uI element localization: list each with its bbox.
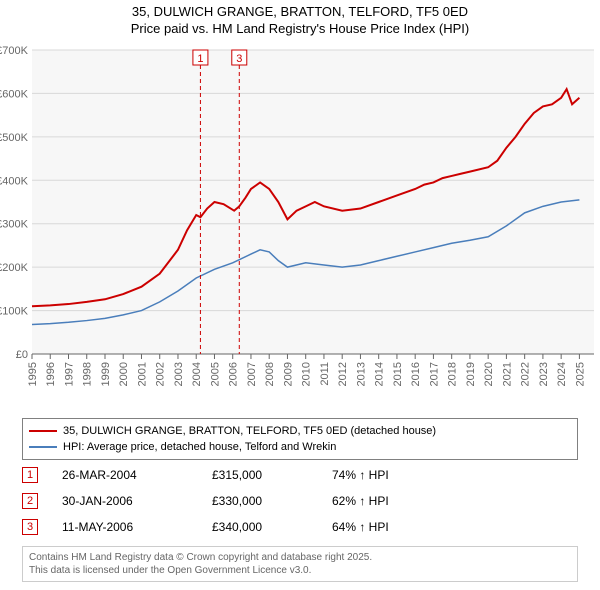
svg-text:2002: 2002 bbox=[155, 362, 167, 386]
svg-text:1996: 1996 bbox=[45, 362, 57, 386]
svg-text:2023: 2023 bbox=[538, 362, 550, 386]
svg-text:2006: 2006 bbox=[228, 362, 240, 386]
svg-text:1: 1 bbox=[197, 53, 203, 65]
attribution-line: Contains HM Land Registry data © Crown c… bbox=[29, 551, 571, 564]
svg-text:2008: 2008 bbox=[264, 362, 276, 386]
svg-text:2013: 2013 bbox=[355, 362, 367, 386]
svg-text:2012: 2012 bbox=[337, 362, 349, 386]
sale-marker: 1 bbox=[22, 467, 38, 483]
svg-text:2003: 2003 bbox=[173, 362, 185, 386]
svg-text:£100K: £100K bbox=[0, 306, 29, 318]
chart-plot: £0 £100K £200K £300K £400K £500K £600K £700K 199… bbox=[0, 44, 600, 414]
svg-text:2000: 2000 bbox=[118, 362, 130, 386]
svg-text:2001: 2001 bbox=[136, 362, 148, 386]
svg-text:3: 3 bbox=[236, 53, 242, 65]
legend-item: HPI: Average price, detached house, Telf… bbox=[29, 439, 571, 455]
sale-date: 11-MAY-2006 bbox=[62, 520, 212, 534]
sale-price: £315,000 bbox=[212, 468, 332, 482]
svg-text:1999: 1999 bbox=[100, 362, 112, 386]
sale-price: £340,000 bbox=[212, 520, 332, 534]
svg-text:1995: 1995 bbox=[27, 362, 39, 386]
chart-title: 35, DULWICH GRANGE, BRATTON, TELFORD, TF… bbox=[0, 0, 600, 38]
svg-text:2019: 2019 bbox=[465, 362, 477, 386]
svg-text:£300K: £300K bbox=[0, 219, 29, 231]
chart-svg: £0 £100K £200K £300K £400K £500K £600K £700K 199… bbox=[0, 44, 600, 414]
svg-text:2016: 2016 bbox=[410, 362, 422, 386]
sale-hpi: 74% ↑ HPI bbox=[332, 468, 389, 482]
svg-text:£200K: £200K bbox=[0, 262, 29, 274]
svg-text:1997: 1997 bbox=[63, 362, 75, 386]
svg-text:2007: 2007 bbox=[246, 362, 258, 386]
svg-text:2015: 2015 bbox=[392, 362, 404, 386]
sale-hpi: 64% ↑ HPI bbox=[332, 520, 389, 534]
svg-text:£400K: £400K bbox=[0, 175, 29, 187]
legend-label: HPI: Average price, detached house, Telf… bbox=[63, 441, 336, 453]
legend: 35, DULWICH GRANGE, BRATTON, TELFORD, TF… bbox=[22, 418, 578, 460]
chart-container: 35, DULWICH GRANGE, BRATTON, TELFORD, TF… bbox=[0, 0, 600, 590]
svg-text:£600K: £600K bbox=[0, 88, 29, 100]
legend-item: 35, DULWICH GRANGE, BRATTON, TELFORD, TF… bbox=[29, 423, 571, 439]
sale-date: 30-JAN-2006 bbox=[62, 494, 212, 508]
sale-marker: 3 bbox=[22, 519, 38, 535]
table-row: 1 26-MAR-2004 £315,000 74% ↑ HPI bbox=[22, 462, 389, 488]
title-line-2: Price paid vs. HM Land Registry's House … bbox=[0, 21, 600, 38]
sales-table: 1 26-MAR-2004 £315,000 74% ↑ HPI 2 30-JA… bbox=[22, 462, 389, 540]
svg-text:2014: 2014 bbox=[374, 362, 386, 386]
svg-text:£700K: £700K bbox=[0, 45, 29, 57]
svg-text:2004: 2004 bbox=[191, 362, 203, 386]
svg-text:2005: 2005 bbox=[209, 362, 221, 386]
svg-text:2021: 2021 bbox=[501, 362, 513, 386]
svg-text:2025: 2025 bbox=[574, 362, 586, 386]
table-row: 3 11-MAY-2006 £340,000 64% ↑ HPI bbox=[22, 514, 389, 540]
svg-text:2011: 2011 bbox=[319, 362, 331, 386]
svg-text:1998: 1998 bbox=[82, 362, 94, 386]
svg-text:2017: 2017 bbox=[428, 362, 440, 386]
attribution-line: This data is licensed under the Open Gov… bbox=[29, 564, 571, 577]
legend-swatch bbox=[29, 446, 57, 448]
legend-label: 35, DULWICH GRANGE, BRATTON, TELFORD, TF… bbox=[63, 425, 436, 437]
svg-text:£500K: £500K bbox=[0, 132, 29, 144]
svg-text:2020: 2020 bbox=[483, 362, 495, 386]
attribution: Contains HM Land Registry data © Crown c… bbox=[22, 546, 578, 582]
legend-swatch bbox=[29, 430, 57, 432]
svg-text:2009: 2009 bbox=[282, 362, 294, 386]
table-row: 2 30-JAN-2006 £330,000 62% ↑ HPI bbox=[22, 488, 389, 514]
sale-marker: 2 bbox=[22, 493, 38, 509]
svg-text:2024: 2024 bbox=[556, 362, 568, 386]
svg-text:£0: £0 bbox=[16, 349, 28, 361]
sale-date: 26-MAR-2004 bbox=[62, 468, 212, 482]
sale-price: £330,000 bbox=[212, 494, 332, 508]
title-line-1: 35, DULWICH GRANGE, BRATTON, TELFORD, TF… bbox=[0, 4, 600, 21]
sale-hpi: 62% ↑ HPI bbox=[332, 494, 389, 508]
svg-text:2018: 2018 bbox=[447, 362, 459, 386]
svg-text:2010: 2010 bbox=[301, 362, 313, 386]
svg-text:2022: 2022 bbox=[520, 362, 532, 386]
